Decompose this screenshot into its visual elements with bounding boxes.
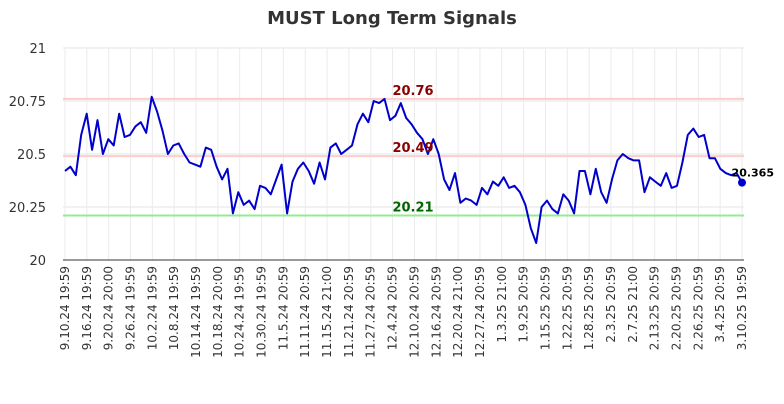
x-tick-label: 1.15.25 20:59 — [538, 266, 552, 350]
labels-layer: 20.76 20.49 20.21 20.365 — [392, 84, 774, 216]
y-tick-label: 20.5 — [17, 148, 46, 163]
signal-label: 20.76 — [392, 84, 433, 99]
x-tick-label: 12.27.24 20:59 — [473, 266, 487, 358]
x-tick-label: 11.5.24 20:59 — [276, 266, 290, 350]
x-tick-label: 11.15.24 21:00 — [320, 266, 334, 358]
x-tick-label: 2.20.25 20:59 — [669, 266, 683, 350]
x-tick-label: 10.30.24 19:59 — [255, 266, 269, 358]
x-tick-label: 11.27.24 20:59 — [364, 266, 378, 358]
series-layer — [64, 95, 746, 244]
y-tick-label: 20.75 — [9, 95, 46, 110]
x-tick-label: 10.24.24 19:59 — [233, 266, 247, 358]
x-tick-label: 9.16.24 19:59 — [80, 266, 94, 350]
last-price-marker — [738, 178, 746, 187]
grid-layer — [63, 47, 744, 261]
last-price-label: 20.365 — [732, 167, 774, 180]
x-tick-label: 2.26.25 20:59 — [691, 266, 705, 350]
price-line — [64, 95, 743, 244]
x-tick-label: 1.22.25 20:59 — [560, 266, 574, 350]
x-tick-label: 9.10.24 19:59 — [58, 266, 72, 350]
x-tick-label: 1.9.25 20:59 — [517, 266, 531, 343]
x-tick-label: 10.18.24 20:00 — [211, 266, 225, 358]
x-tick-label: 1.3.25 21:00 — [495, 266, 509, 343]
x-tick-label: 1.28.25 20:59 — [582, 266, 596, 350]
y-tick-label: 20.25 — [9, 201, 46, 216]
x-tick-label: 10.2.24 19:59 — [145, 266, 159, 350]
x-tick-label: 12.16.24 20:59 — [429, 266, 443, 358]
x-tick-label: 2.13.25 20:59 — [648, 266, 662, 350]
y-tick-label: 20 — [29, 254, 46, 269]
x-tick-label: 12.20.24 21:00 — [451, 266, 465, 358]
x-tick-label: 2.3.25 20:59 — [604, 266, 618, 343]
x-tick-label: 3.10.25 19:59 — [735, 266, 749, 350]
x-tick-label: 9.20.24 20:00 — [102, 266, 116, 350]
x-tick-label: 9.26.24 19:59 — [124, 266, 138, 350]
y-tick-label: 21 — [29, 42, 46, 57]
signal-lines-layer — [63, 97, 744, 217]
x-tick-label: 12.10.24 20:59 — [407, 266, 421, 358]
x-tick-label: 10.14.24 19:59 — [189, 266, 203, 358]
x-tick-label: 11.11.24 20:59 — [298, 266, 312, 358]
x-tick-label: 2.7.25 21:00 — [626, 266, 640, 343]
signal-label: 20.21 — [392, 200, 433, 215]
x-tick-label: 12.4.24 20:59 — [386, 266, 400, 350]
chart-title: MUST Long Term Signals — [267, 8, 517, 29]
x-tick-label: 3.4.25 20:59 — [713, 266, 727, 343]
signal-label: 20.49 — [392, 141, 433, 156]
x-tick-label: 10.8.24 19:59 — [167, 266, 181, 350]
axis-layer: 20 20.25 20.5 20.75 21 9.10.24 19:59 9.16.24 1… — [9, 42, 749, 358]
x-tick-label: 11.21.24 20:59 — [342, 266, 356, 358]
